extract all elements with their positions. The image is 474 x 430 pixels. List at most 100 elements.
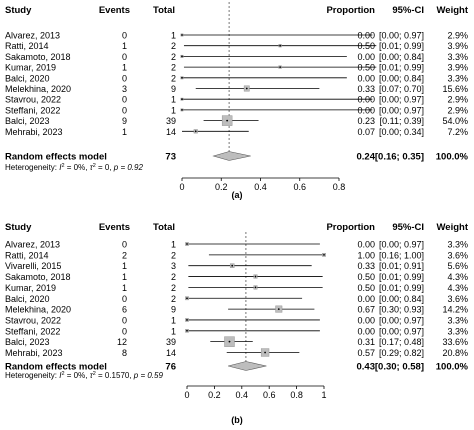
header-proportion: Proportion <box>326 222 375 233</box>
study-ci: [0.17; 0.48] <box>379 337 424 347</box>
study-weight: 2.9% <box>447 105 468 115</box>
forest-panel-a: Study Events Total Proportion 95%-CI Weight Al… <box>5 2 469 200</box>
study-total: 1 <box>171 95 176 105</box>
study-weight: 2.9% <box>447 95 468 105</box>
header-weight: Weight <box>437 5 469 16</box>
study-point-estimate <box>181 55 183 58</box>
study-weight: 3.3% <box>447 52 468 62</box>
study-total: 1 <box>171 315 176 325</box>
study-ci: [0.01; 0.99] <box>379 272 424 282</box>
study-point-estimate <box>186 243 188 245</box>
study-weight: 20.8% <box>442 348 468 358</box>
study-ci: [0.00; 0.97] <box>379 31 424 41</box>
study-name: Mehrabi, 2023 <box>5 348 63 358</box>
study-events: 1 <box>122 41 127 51</box>
study-events: 0 <box>122 52 127 62</box>
study-proportion: 0.57 <box>357 348 375 358</box>
header-study: Study <box>5 222 32 233</box>
study-weight: 3.9% <box>447 63 468 73</box>
study-weight: 3.3% <box>447 315 468 325</box>
study-point-estimate <box>226 119 229 122</box>
study-point-estimate <box>186 297 188 300</box>
study-ci: [0.00; 0.97] <box>379 240 424 250</box>
summary-proportion: 0.43 <box>357 362 376 373</box>
study-total: 2 <box>171 52 176 62</box>
study-total: 14 <box>166 348 176 358</box>
study-point-estimate <box>245 87 248 90</box>
study-total: 39 <box>166 337 176 347</box>
study-proportion: 0.00 <box>357 73 375 83</box>
summary-total: 76 <box>165 362 176 373</box>
study-total: 2 <box>171 63 176 73</box>
x-axis-tick-label: 0.8 <box>333 182 346 192</box>
study-proportion: 0.00 <box>357 315 375 325</box>
study-proportion: 0.23 <box>357 116 375 126</box>
study-proportion: 0.33 <box>357 261 375 271</box>
study-weight: 54.0% <box>442 116 468 126</box>
study-proportion: 0.33 <box>357 84 375 94</box>
study-point-estimate <box>181 34 183 36</box>
study-events: 0 <box>122 294 127 304</box>
panel-label: (a) <box>232 190 243 200</box>
study-name: Melekhina, 2020 <box>5 84 71 94</box>
study-weight: 7.2% <box>447 127 468 137</box>
study-weight: 4.3% <box>447 272 468 282</box>
study-total: 2 <box>171 250 176 260</box>
study-ci: [0.01; 0.99] <box>379 41 424 51</box>
study-proportion: 0.00 <box>357 31 375 41</box>
study-weight: 3.3% <box>447 73 468 83</box>
study-point-estimate <box>254 275 257 278</box>
study-events: 8 <box>122 348 127 358</box>
study-ci: [0.00; 0.84] <box>379 52 424 62</box>
summary-total: 73 <box>165 152 176 163</box>
study-point-estimate <box>323 253 325 256</box>
study-point-estimate <box>186 319 188 321</box>
study-events: 0 <box>122 105 127 115</box>
study-ci: [0.00; 0.97] <box>379 105 424 115</box>
study-total: 1 <box>171 240 176 250</box>
summary-name: Random effects model <box>5 362 107 373</box>
study-name: Stavrou, 2022 <box>5 95 61 105</box>
study-name: Steffani, 2022 <box>5 326 60 336</box>
x-axis-tick-label: 0.8 <box>290 390 303 400</box>
study-name: Sakamoto, 2018 <box>5 272 71 282</box>
study-name: Sakamoto, 2018 <box>5 52 71 62</box>
study-point-estimate <box>279 44 282 47</box>
header-study: Study <box>5 5 32 16</box>
study-proportion: 0.00 <box>357 326 375 336</box>
study-name: Balci, 2020 <box>5 294 50 304</box>
study-name: Alvarez, 2013 <box>5 240 60 250</box>
study-point-estimate <box>194 130 197 133</box>
study-ci: [0.00; 0.97] <box>379 326 424 336</box>
study-name: Balci, 2020 <box>5 73 50 83</box>
study-proportion: 0.00 <box>357 105 375 115</box>
study-point-estimate <box>254 286 257 289</box>
study-weight: 3.6% <box>447 294 468 304</box>
study-events: 1 <box>122 127 127 137</box>
study-events: 0 <box>122 315 127 325</box>
header-ci: 95%-CI <box>392 222 424 233</box>
x-axis-tick-label: 0.2 <box>208 390 221 400</box>
study-proportion: 0.00 <box>357 95 375 105</box>
study-name: Alvarez, 2013 <box>5 31 60 41</box>
study-weight: 3.6% <box>447 250 468 260</box>
study-events: 0 <box>122 31 127 41</box>
study-weight: 2.9% <box>447 31 468 41</box>
summary-weight: 100.0% <box>436 362 469 373</box>
study-weight: 3.9% <box>447 41 468 51</box>
study-ci: [0.01; 0.99] <box>379 63 424 73</box>
study-events: 6 <box>122 305 127 315</box>
study-total: 9 <box>171 305 176 315</box>
study-proportion: 1.00 <box>357 250 375 260</box>
study-proportion: 0.50 <box>357 41 375 51</box>
study-proportion: 0.00 <box>357 52 375 62</box>
study-total: 2 <box>171 283 176 293</box>
study-name: Balci, 2023 <box>5 116 50 126</box>
study-point-estimate <box>181 76 183 79</box>
study-weight: 33.6% <box>442 337 468 347</box>
study-ci: [0.00; 0.34] <box>379 127 424 137</box>
study-total: 39 <box>166 116 176 126</box>
study-weight: 15.6% <box>442 84 468 94</box>
study-weight: 3.3% <box>447 326 468 336</box>
x-axis-tick-label: 0 <box>184 390 189 400</box>
